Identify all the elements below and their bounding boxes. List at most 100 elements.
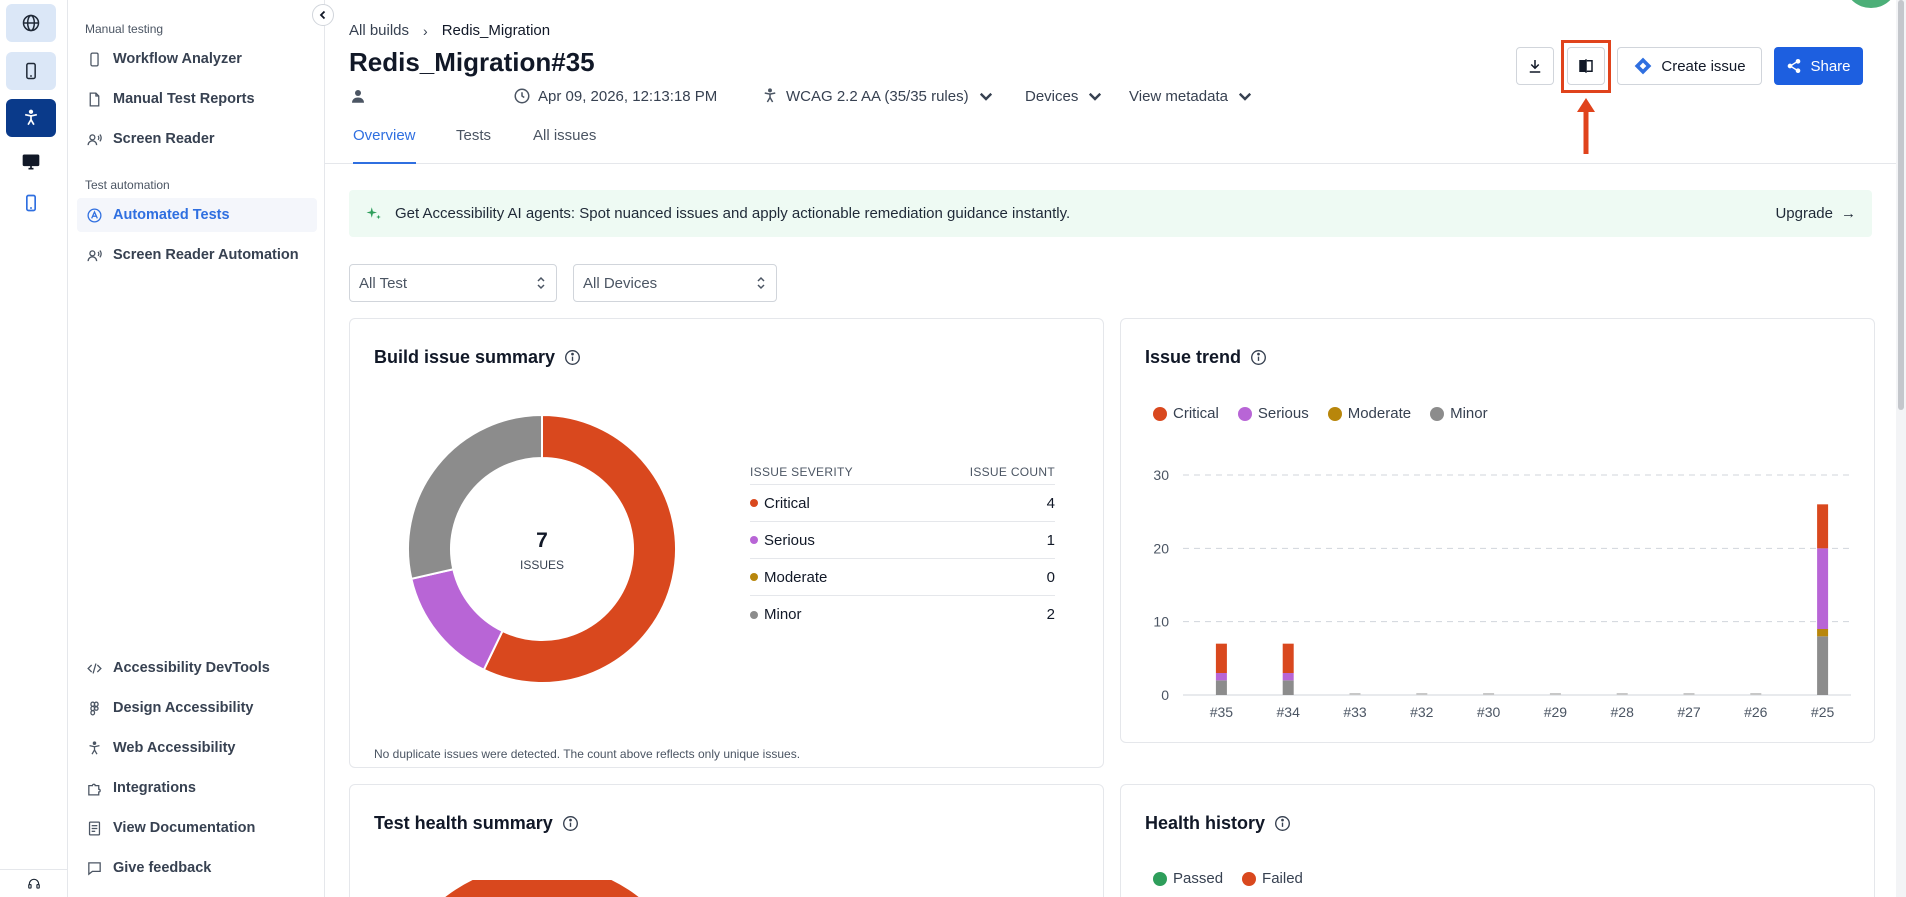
legend-moderate[interactable]: Moderate bbox=[1327, 405, 1412, 422]
rail-app-button[interactable] bbox=[6, 184, 56, 222]
test-health-summary-title: Test health summary bbox=[374, 813, 579, 834]
bar-minor-build-35[interactable] bbox=[1215, 680, 1227, 695]
share-icon bbox=[1788, 59, 1801, 73]
tab-overview[interactable]: Overview bbox=[353, 127, 416, 164]
issue-trend-card: Issue trend Critical Serious Moderate Mi… bbox=[1120, 318, 1875, 743]
bar-minor-build-25[interactable] bbox=[1817, 636, 1829, 695]
rail-support[interactable] bbox=[0, 869, 68, 897]
sidebar-item-integrations[interactable]: Integrations bbox=[77, 771, 317, 805]
scrollbar-thumb[interactable] bbox=[1898, 0, 1904, 410]
sidebar-item-screen-reader-automation[interactable]: Screen Reader Automation bbox=[77, 238, 317, 272]
clock-icon bbox=[514, 88, 530, 104]
sidebar-item-label: View Documentation bbox=[113, 820, 256, 836]
legend-minor[interactable]: Minor bbox=[1430, 405, 1488, 422]
legend-serious[interactable]: Serious bbox=[1237, 405, 1309, 422]
col-header-count: ISSUE COUNT bbox=[969, 464, 1055, 479]
donut-slice-minor[interactable] bbox=[407, 413, 543, 581]
figma-icon bbox=[85, 699, 103, 717]
bar-serious-build-34[interactable] bbox=[1282, 673, 1294, 681]
rail-web-button[interactable] bbox=[6, 4, 56, 42]
user-avatar[interactable] bbox=[349, 87, 367, 105]
bar-empty-build-26[interactable] bbox=[1750, 693, 1762, 695]
info-icon[interactable] bbox=[1274, 815, 1291, 832]
bar-critical-build-25[interactable] bbox=[1817, 504, 1829, 549]
bar-empty-build-32[interactable] bbox=[1416, 693, 1428, 695]
legend-critical[interactable]: Critical bbox=[1153, 405, 1219, 422]
sidebar-item-view-documentation[interactable]: View Documentation bbox=[77, 811, 317, 845]
tab-tests[interactable]: Tests bbox=[456, 127, 492, 144]
page-title: Redis_Migration#35 bbox=[349, 47, 595, 77]
rail-desktop-button[interactable] bbox=[6, 143, 56, 181]
wcag-dropdown[interactable]: WCAG 2.2 AA (35/35 rules) bbox=[761, 87, 995, 105]
info-icon[interactable] bbox=[564, 349, 581, 366]
sidebar-item-accessibility-devtools[interactable]: Accessibility DevTools bbox=[77, 651, 317, 685]
severity-row-minor[interactable]: Minor 2 bbox=[750, 596, 1055, 633]
x-tick-label: #29 bbox=[1544, 704, 1568, 720]
devices-dropdown[interactable]: Devices bbox=[1025, 87, 1104, 105]
bar-empty-build-28[interactable] bbox=[1616, 693, 1628, 695]
sidebar-item-design-accessibility[interactable]: Design Accessibility bbox=[77, 691, 317, 725]
x-tick-label: #26 bbox=[1744, 704, 1768, 720]
upgrade-link[interactable]: Upgrade → bbox=[1775, 205, 1856, 222]
severity-table: ISSUE SEVERITY ISSUE COUNT Critical 4 Se… bbox=[750, 459, 1055, 633]
chevron-down-icon bbox=[1089, 92, 1102, 101]
donut-slice-serious[interactable] bbox=[410, 568, 504, 672]
bar-critical-build-34[interactable] bbox=[1282, 643, 1294, 673]
rail-mobile-button[interactable] bbox=[6, 52, 56, 90]
severity-row-serious[interactable]: Serious 1 bbox=[750, 522, 1055, 559]
accessibility-icon bbox=[24, 109, 38, 126]
devices-filter-select[interactable]: All Devices bbox=[573, 264, 777, 302]
compare-builds-button[interactable] bbox=[1567, 47, 1605, 85]
sidebar-item-web-accessibility[interactable]: Web Accessibility bbox=[77, 731, 317, 765]
test-filter-select[interactable]: All Test bbox=[349, 264, 557, 302]
share-button[interactable]: Share bbox=[1774, 47, 1863, 85]
x-tick-label: #34 bbox=[1277, 704, 1301, 720]
bar-serious-build-25[interactable] bbox=[1817, 548, 1829, 629]
x-tick-label: #25 bbox=[1811, 704, 1835, 720]
tab-all-issues[interactable]: All issues bbox=[533, 127, 597, 144]
ai-agents-banner: Get Accessibility AI agents: Spot nuance… bbox=[349, 190, 1872, 237]
bar-critical-build-35[interactable] bbox=[1215, 643, 1227, 673]
sidebar-item-workflow-analyzer[interactable]: Workflow Analyzer bbox=[77, 42, 317, 76]
sidebar-item-label: Automated Tests bbox=[113, 207, 230, 223]
info-icon[interactable] bbox=[1250, 349, 1267, 366]
sidebar-item-screen-reader[interactable]: Screen Reader bbox=[77, 122, 317, 156]
moderate-dot bbox=[750, 573, 758, 581]
legend-failed[interactable]: Failed bbox=[1242, 870, 1303, 887]
headset-icon bbox=[28, 878, 40, 889]
donut-total: 7 bbox=[536, 529, 548, 552]
x-tick-label: #33 bbox=[1343, 704, 1367, 720]
page-scrollbar[interactable] bbox=[1896, 0, 1906, 897]
phone-icon bbox=[26, 194, 36, 212]
sidebar-item-manual-test-reports[interactable]: Manual Test Reports bbox=[77, 82, 317, 116]
bar-empty-build-33[interactable] bbox=[1349, 693, 1361, 695]
collapse-sidebar-button[interactable] bbox=[312, 4, 334, 26]
view-metadata-label: View metadata bbox=[1129, 87, 1228, 105]
bar-minor-build-34[interactable] bbox=[1282, 680, 1294, 695]
bar-empty-build-27[interactable] bbox=[1683, 693, 1695, 695]
severity-row-critical[interactable]: Critical 4 bbox=[750, 485, 1055, 522]
info-icon[interactable] bbox=[562, 815, 579, 832]
create-issue-button[interactable]: Create issue bbox=[1617, 47, 1762, 85]
severity-label: Serious bbox=[764, 531, 815, 549]
legend-label: Moderate bbox=[1347, 405, 1412, 422]
sidebar-item-automated-tests[interactable]: Automated Tests bbox=[77, 198, 317, 232]
accessibility-icon bbox=[764, 88, 776, 103]
legend-passed[interactable]: Passed bbox=[1153, 870, 1223, 887]
donut-slice-critical[interactable] bbox=[482, 413, 677, 684]
bar-empty-build-30[interactable] bbox=[1483, 693, 1495, 695]
breadcrumb-all-builds[interactable]: All builds bbox=[349, 22, 410, 39]
legend-label: Minor bbox=[1450, 405, 1488, 422]
bar-serious-build-35[interactable] bbox=[1215, 673, 1227, 681]
view-metadata-dropdown[interactable]: View metadata bbox=[1129, 87, 1254, 105]
severity-row-moderate[interactable]: Moderate 0 bbox=[750, 559, 1055, 596]
bar-empty-build-29[interactable] bbox=[1549, 693, 1561, 695]
sidebar-item-give-feedback[interactable]: Give feedback bbox=[77, 851, 317, 885]
rail-accessibility-button[interactable] bbox=[6, 99, 56, 137]
help-bubble[interactable] bbox=[1846, 0, 1896, 8]
share-label: Share bbox=[1810, 57, 1851, 75]
bar-moderate-build-25[interactable] bbox=[1817, 629, 1829, 637]
document-icon bbox=[85, 819, 103, 837]
download-button[interactable] bbox=[1516, 47, 1554, 85]
